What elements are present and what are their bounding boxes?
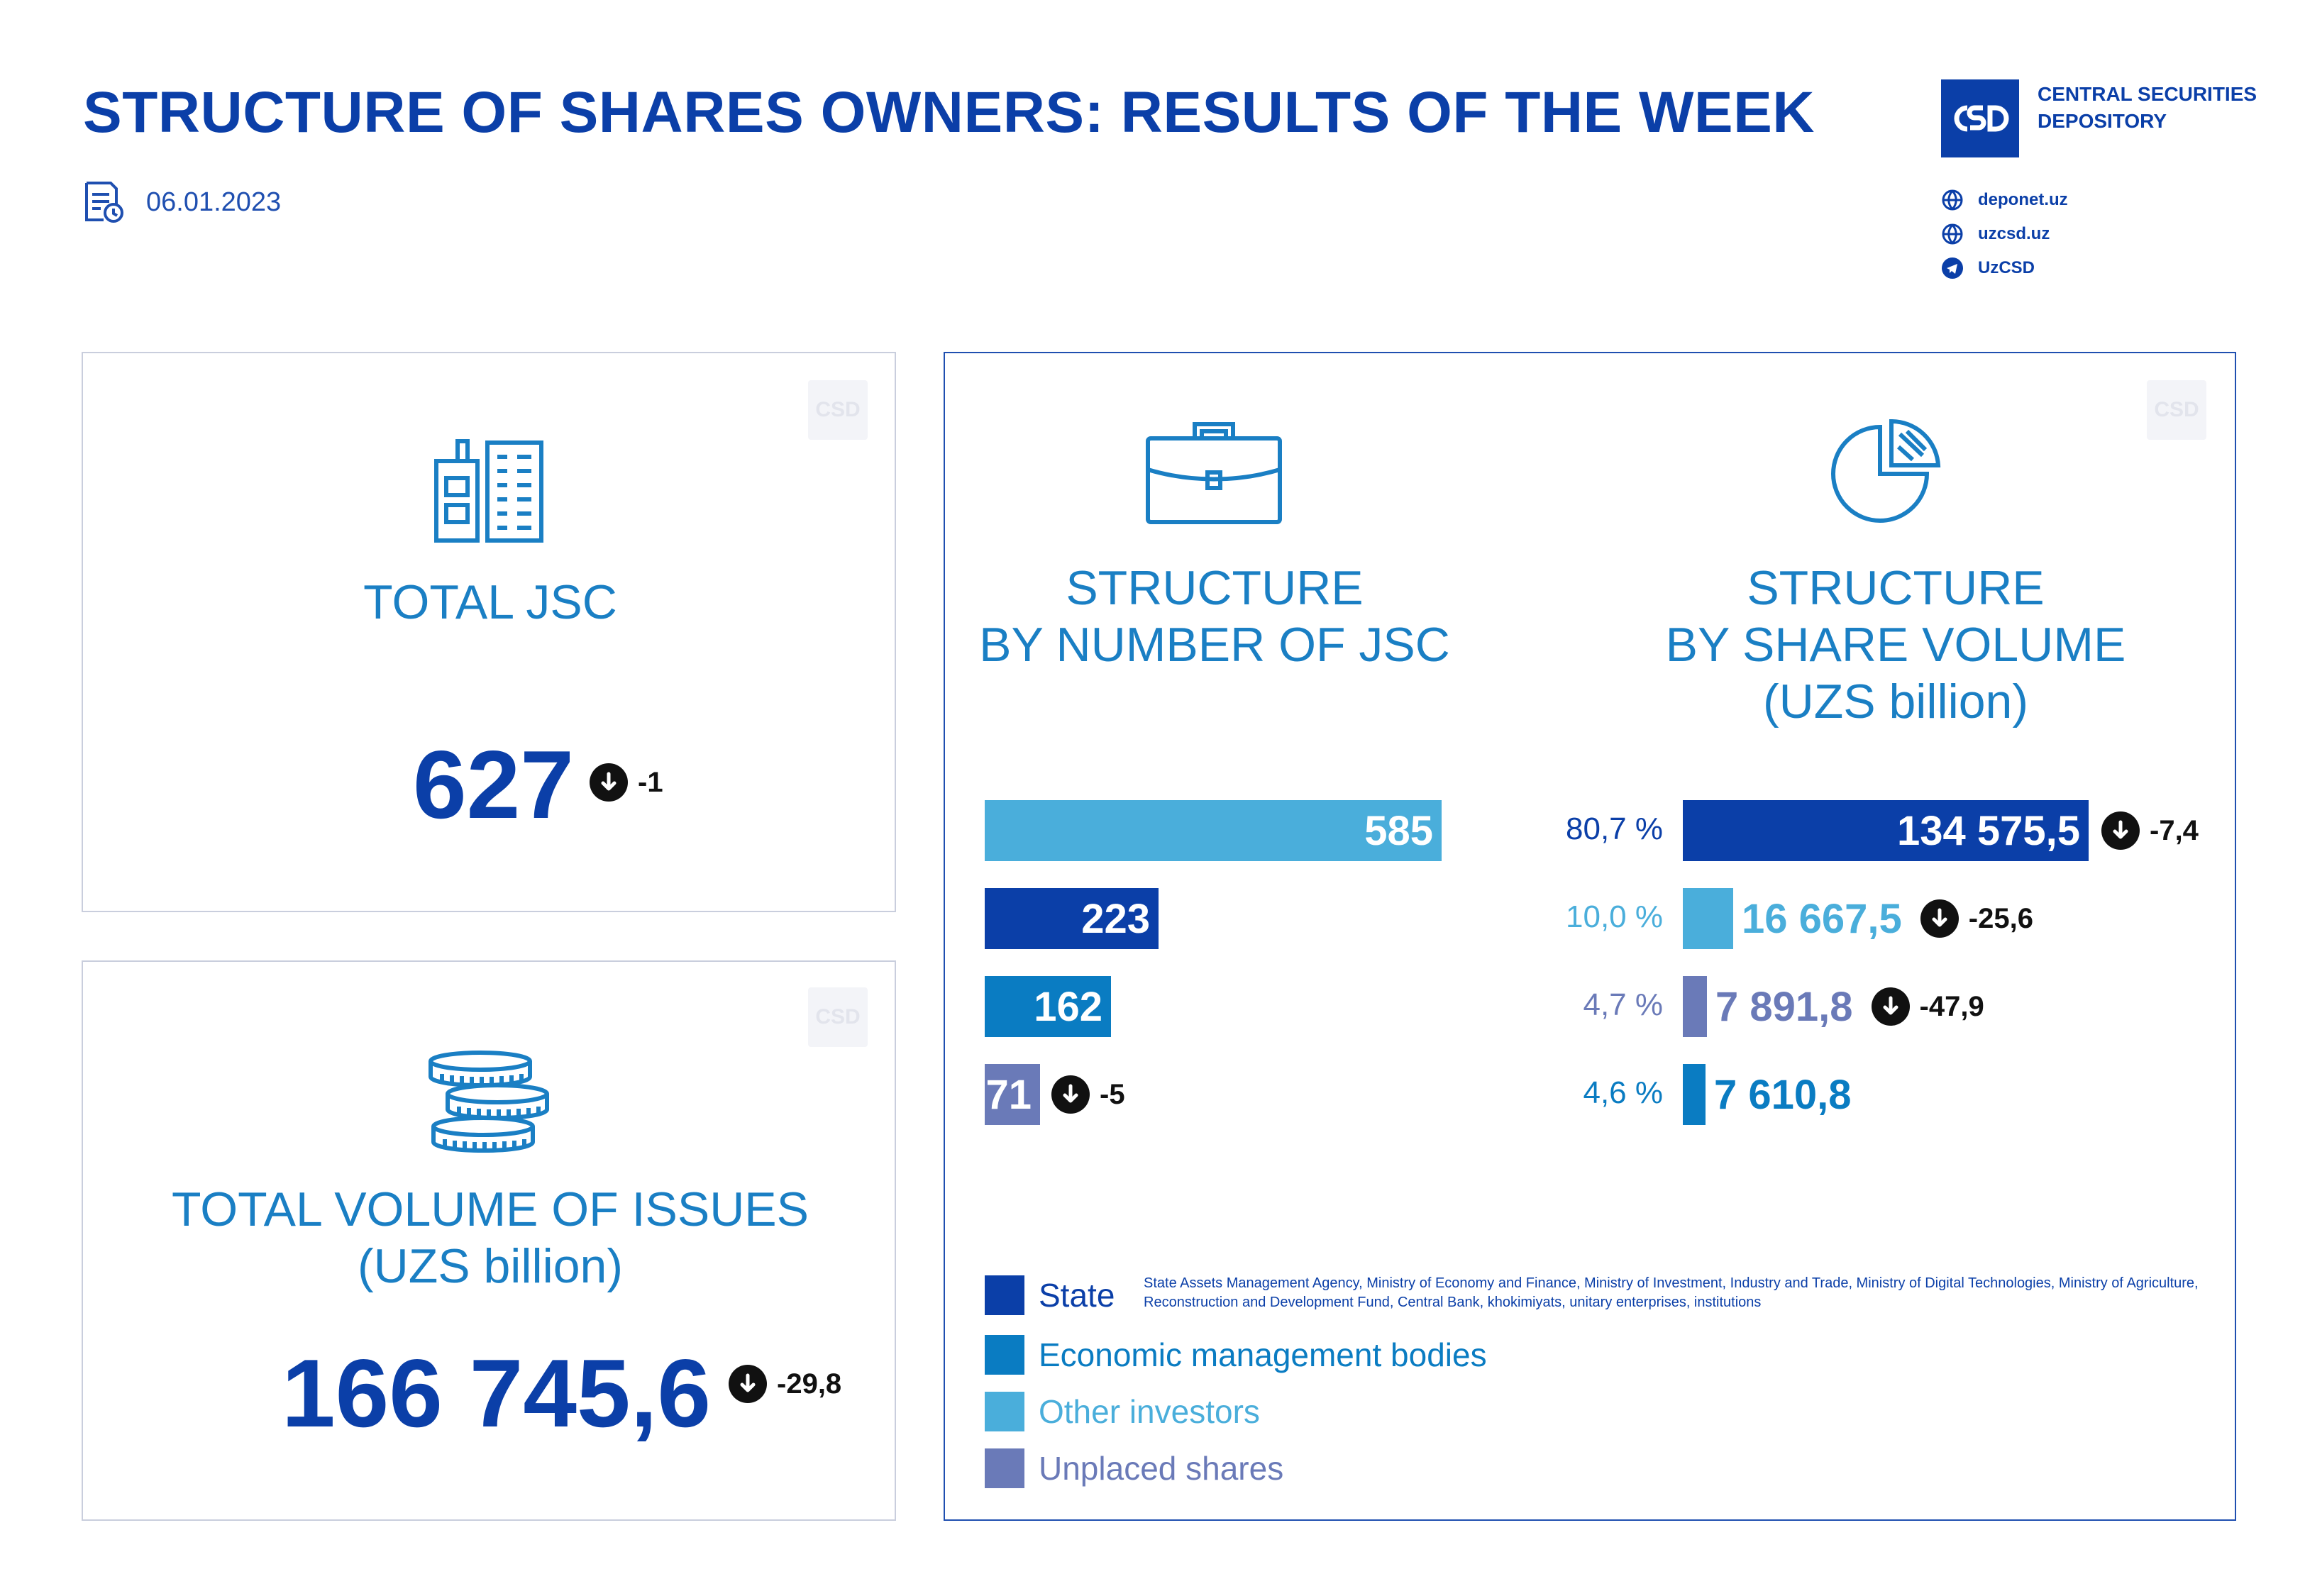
- link-deponet[interactable]: deponet.uz: [1941, 183, 2068, 217]
- total-volume-value: 166 745,6: [282, 1339, 712, 1447]
- structure-card: CSD STRUCTURE BY NUMBER OF JSC STRUCTURE…: [944, 352, 2236, 1521]
- briefcase-icon: [1146, 422, 1282, 524]
- legend-item-other: Other investors: [985, 1392, 1260, 1431]
- watermark-logo: CSD: [808, 987, 868, 1047]
- link-label: deponet.uz: [1978, 190, 2068, 209]
- total-volume-label-1: TOTAL VOLUME OF ISSUES: [171, 1182, 809, 1236]
- legend-item-economic: Economic management bodies: [985, 1335, 1487, 1375]
- legend-swatch: [985, 1448, 1024, 1488]
- state-note: State Assets Management Agency, Ministry…: [1144, 1275, 2199, 1310]
- delta-value: -47,9: [1919, 990, 1984, 1022]
- link-label: uzcsd.uz: [1978, 224, 2050, 243]
- globe-icon: [1942, 189, 1963, 211]
- bar-value-label: 16 667,5: [1742, 896, 1902, 942]
- bar-value-label: 223: [1081, 895, 1150, 942]
- delta-value: -7,4: [2150, 814, 2199, 846]
- bar-value-label: 7 610,8: [1714, 1072, 1852, 1118]
- coins-icon: [429, 1051, 549, 1153]
- bar-value-label: 162: [1034, 983, 1102, 1030]
- bar-volume: [1683, 976, 1707, 1037]
- telegram-icon: [1942, 257, 1963, 279]
- bar-jsc: 585: [985, 800, 1442, 861]
- bar-percent: 10,0 %: [1566, 899, 1663, 934]
- legend-swatch: [985, 1392, 1024, 1431]
- brand-name-line2: DEPOSITORY: [2038, 110, 2167, 132]
- total-volume-card: CSD TOTAL VOLUME OF ISSUES (UZS billion)…: [82, 960, 896, 1521]
- watermark-logo: CSD: [2147, 380, 2206, 440]
- date-row: 06.01.2023: [81, 180, 281, 224]
- bar-delta: -7,4: [2101, 811, 2199, 850]
- total-jsc-value: 627: [413, 731, 574, 838]
- buildings-icon: [434, 439, 543, 543]
- total-jsc-delta: -1: [590, 763, 663, 802]
- bar-value-label: 134 575,5: [1896, 807, 2080, 854]
- csd-logo: [1941, 79, 2019, 157]
- bar-jsc: 162: [985, 976, 1111, 1037]
- arrow-down-icon: [1051, 1075, 1090, 1114]
- total-jsc-card: CSD TOTAL JSC 627 -1: [82, 352, 896, 912]
- arrow-down-icon: [2101, 811, 2140, 850]
- bar-jsc: 223: [985, 888, 1159, 949]
- legend-label: Economic management bodies: [1039, 1336, 1487, 1373]
- bar-percent: 80,7 %: [1566, 811, 1663, 846]
- legend-swatch: [985, 1275, 1024, 1315]
- legend-label: Unplaced shares: [1039, 1450, 1284, 1487]
- brand-name-line1: CENTRAL SECURITIES: [2038, 83, 2257, 105]
- report-date: 06.01.2023: [146, 187, 282, 217]
- structure-number-heading-2: BY NUMBER OF JSC: [979, 618, 1450, 672]
- total-volume-label-2: (UZS billion): [357, 1239, 624, 1293]
- legend-item-state: State: [985, 1275, 1115, 1315]
- bar-delta: -5: [1051, 1075, 1125, 1114]
- bar-volume: [1683, 1064, 1706, 1125]
- report-date-icon: [85, 182, 123, 223]
- contact-links: deponet.uz uzcsd.uz UzCSD: [1941, 183, 2068, 285]
- globe-icon: [1942, 223, 1963, 245]
- total-jsc-label: TOTAL JSC: [363, 575, 617, 629]
- bar-jsc: 71: [985, 1064, 1040, 1125]
- bar-delta: -47,9: [1871, 987, 1984, 1026]
- bar-percent: 4,7 %: [1583, 987, 1663, 1022]
- bar-value-label: 71: [985, 1071, 1032, 1118]
- link-label: UzCSD: [1978, 258, 2035, 277]
- delta-value: -1: [638, 766, 663, 798]
- legend-label: State: [1039, 1277, 1115, 1314]
- bar-value-label: 585: [1364, 807, 1433, 854]
- arrow-down-icon: [590, 763, 628, 802]
- watermark-logo: CSD: [808, 380, 868, 440]
- legend-label: Other investors: [1039, 1393, 1260, 1430]
- bar-volume: 134 575,5: [1683, 800, 2089, 861]
- arrow-down-icon: [1871, 987, 1910, 1026]
- delta-value: -25,6: [1968, 902, 2033, 934]
- pie-chart-icon: [1831, 419, 1941, 523]
- structure-volume-heading-2: BY SHARE VOLUME: [1665, 618, 2126, 672]
- csd-logo-mark: [1954, 105, 2009, 132]
- structure-volume-heading-1: STRUCTURE: [1747, 561, 2045, 615]
- bar-delta: -25,6: [1920, 899, 2033, 938]
- legend-item-unplaced: Unplaced shares: [985, 1448, 1283, 1488]
- arrow-down-icon: [1920, 899, 1959, 938]
- structure-volume-heading-3: (UZS billion): [1762, 675, 2029, 728]
- brand: CENTRAL SECURITIES DEPOSITORY: [1941, 79, 2257, 157]
- arrow-down-icon: [729, 1365, 767, 1403]
- delta-value: -5: [1100, 1078, 1125, 1110]
- structure-number-heading-1: STRUCTURE: [1066, 561, 1364, 615]
- bar-percent: 4,6 %: [1583, 1075, 1663, 1110]
- bar-volume: [1683, 888, 1733, 949]
- link-uzcsd[interactable]: uzcsd.uz: [1941, 217, 2068, 251]
- delta-value: -29,8: [777, 1368, 842, 1400]
- page-title: STRUCTURE OF SHARES OWNERS: RESULTS OF T…: [83, 80, 1815, 145]
- bar-value-label: 7 891,8: [1715, 984, 1853, 1030]
- legend-swatch: [985, 1335, 1024, 1375]
- total-volume-delta: -29,8: [729, 1365, 841, 1403]
- link-telegram[interactable]: UzCSD: [1941, 251, 2068, 285]
